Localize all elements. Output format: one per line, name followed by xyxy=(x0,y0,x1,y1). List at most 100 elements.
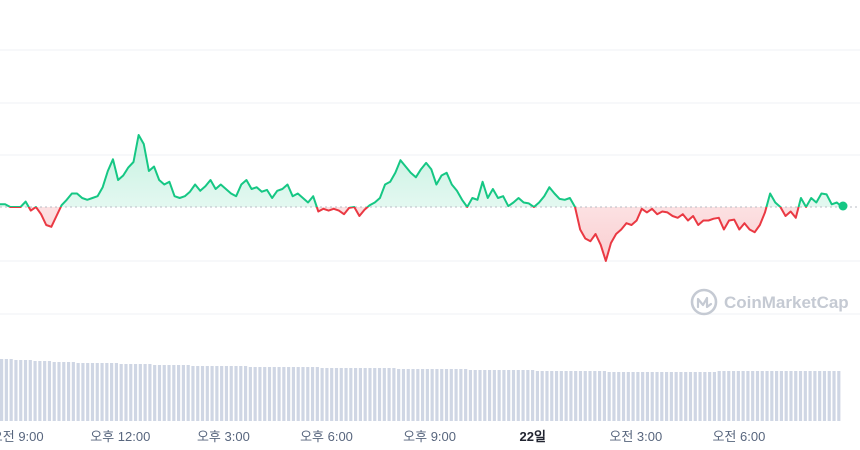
volume-bar xyxy=(110,363,114,421)
volume-bar xyxy=(483,370,487,421)
volume-bar xyxy=(310,367,315,421)
volume-bar xyxy=(4,359,8,421)
volume-bar xyxy=(822,371,827,421)
volume-bar xyxy=(789,371,793,421)
volume-bar xyxy=(531,370,535,421)
volume-bar xyxy=(435,369,439,421)
volume-bar xyxy=(47,361,52,421)
volume-bar xyxy=(401,369,406,421)
volume-bar xyxy=(157,365,162,421)
volume-bar xyxy=(267,367,272,421)
volume-bar xyxy=(454,369,458,421)
volume-bar xyxy=(43,361,47,421)
volume-bar xyxy=(282,367,286,421)
volume-bar xyxy=(205,366,209,421)
volume-bar xyxy=(813,371,817,421)
volume-bar xyxy=(664,372,669,421)
volume-bar xyxy=(90,363,95,421)
volume-bar xyxy=(827,371,831,421)
volume-bars xyxy=(0,359,841,421)
volume-bar xyxy=(502,370,506,421)
area-above-baseline xyxy=(0,135,842,207)
volume-bar xyxy=(612,372,616,421)
volume-bar xyxy=(23,360,28,421)
volume-bar xyxy=(607,372,611,421)
volume-bar xyxy=(798,371,803,421)
volume-bar xyxy=(76,363,80,421)
volume-bar xyxy=(239,366,243,421)
volume-bar xyxy=(559,371,563,421)
volume-bar xyxy=(794,371,798,421)
volume-bar xyxy=(440,369,444,421)
volume-bar xyxy=(272,367,276,421)
volume-bar xyxy=(526,370,530,421)
volume-bar xyxy=(287,367,291,421)
volume-bar xyxy=(406,369,410,421)
volume-bar xyxy=(617,372,621,421)
volume-bar xyxy=(243,366,248,421)
volume-bar xyxy=(832,371,836,421)
volume-bar xyxy=(641,372,645,421)
volume-bar xyxy=(330,368,334,421)
volume-bar xyxy=(425,369,429,421)
volume-bar xyxy=(277,367,281,421)
volume-bar xyxy=(253,367,257,421)
volume-bar xyxy=(636,372,640,421)
volume-bar xyxy=(81,363,85,421)
volume-bar xyxy=(741,371,745,421)
price-line-down xyxy=(8,207,842,262)
volume-bar xyxy=(191,366,195,421)
volume-bar xyxy=(95,363,99,421)
volume-bar xyxy=(684,372,688,421)
volume-bar xyxy=(181,365,185,421)
volume-bar xyxy=(650,372,654,421)
volume-bar xyxy=(129,364,133,421)
volume-bar xyxy=(736,371,740,421)
x-tick-label: 오후 12:00 xyxy=(90,429,150,444)
volume-bar xyxy=(516,370,520,421)
volume-bar xyxy=(301,367,305,421)
volume-bar xyxy=(564,371,568,421)
volume-bar xyxy=(731,371,736,421)
volume-bar xyxy=(349,368,353,421)
volume-bar xyxy=(373,368,377,421)
volume-bar xyxy=(808,371,812,421)
volume-bar xyxy=(487,370,492,421)
volume-bar xyxy=(421,369,425,421)
volume-bar xyxy=(511,370,516,421)
volume-bar xyxy=(200,366,205,421)
volume-bar xyxy=(210,366,214,421)
volume-bar xyxy=(574,371,578,421)
area-below-baseline xyxy=(0,207,842,261)
volume-bar xyxy=(196,366,200,421)
volume-bar xyxy=(248,367,252,421)
volume-bar xyxy=(837,371,841,421)
x-axis: 오전 9:00 오후 12:00 오후 3:00 오후 6:00 오후 9:00 22일 오… xyxy=(0,429,765,444)
volume-bar xyxy=(153,365,157,421)
last-price-dot[interactable] xyxy=(838,201,848,211)
volume-bar xyxy=(411,369,415,421)
volume-bar xyxy=(674,372,678,421)
volume-bar xyxy=(62,362,66,421)
volume-bar xyxy=(468,370,473,421)
volume-bar xyxy=(177,365,181,421)
volume-bar xyxy=(535,371,539,421)
coinmarketcap-logo-icon xyxy=(690,288,718,316)
volume-bar xyxy=(497,370,501,421)
volume-bar xyxy=(220,366,224,421)
volume-bar xyxy=(133,364,138,421)
volume-bar xyxy=(444,369,449,421)
volume-bar xyxy=(334,368,339,421)
volume-bar xyxy=(626,372,630,421)
volume-bar xyxy=(382,368,386,421)
volume-bar xyxy=(148,364,152,421)
volume-bar xyxy=(320,368,324,421)
volume-bar xyxy=(124,364,128,421)
volume-bar xyxy=(143,364,147,421)
volume-bar xyxy=(569,371,573,421)
volume-bar xyxy=(507,370,511,421)
volume-bar xyxy=(86,363,90,421)
x-tick-label: 오전 9:00 xyxy=(0,429,44,444)
volume-bar xyxy=(119,364,123,421)
